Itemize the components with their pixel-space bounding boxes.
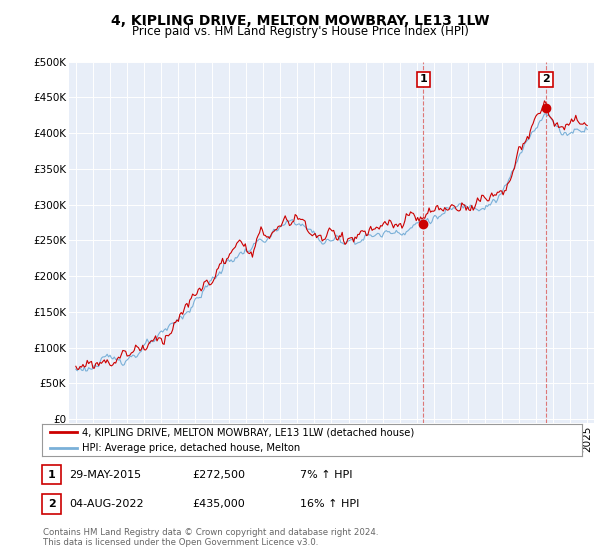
Text: £272,500: £272,500 — [192, 470, 245, 480]
Text: 4, KIPLING DRIVE, MELTON MOWBRAY, LE13 1LW: 4, KIPLING DRIVE, MELTON MOWBRAY, LE13 1… — [111, 14, 489, 28]
Text: HPI: Average price, detached house, Melton: HPI: Average price, detached house, Melt… — [83, 444, 301, 453]
Text: 1: 1 — [48, 470, 55, 480]
Text: 4, KIPLING DRIVE, MELTON MOWBRAY, LE13 1LW (detached house): 4, KIPLING DRIVE, MELTON MOWBRAY, LE13 1… — [83, 427, 415, 437]
Text: 1: 1 — [419, 74, 427, 85]
Text: 16% ↑ HPI: 16% ↑ HPI — [300, 499, 359, 509]
Text: Price paid vs. HM Land Registry's House Price Index (HPI): Price paid vs. HM Land Registry's House … — [131, 25, 469, 38]
Text: 2: 2 — [542, 74, 550, 85]
Text: 29-MAY-2015: 29-MAY-2015 — [69, 470, 141, 480]
Text: 04-AUG-2022: 04-AUG-2022 — [69, 499, 143, 509]
Text: 7% ↑ HPI: 7% ↑ HPI — [300, 470, 353, 480]
Text: £435,000: £435,000 — [192, 499, 245, 509]
Text: Contains HM Land Registry data © Crown copyright and database right 2024.
This d: Contains HM Land Registry data © Crown c… — [43, 528, 379, 547]
Text: 2: 2 — [48, 499, 55, 509]
